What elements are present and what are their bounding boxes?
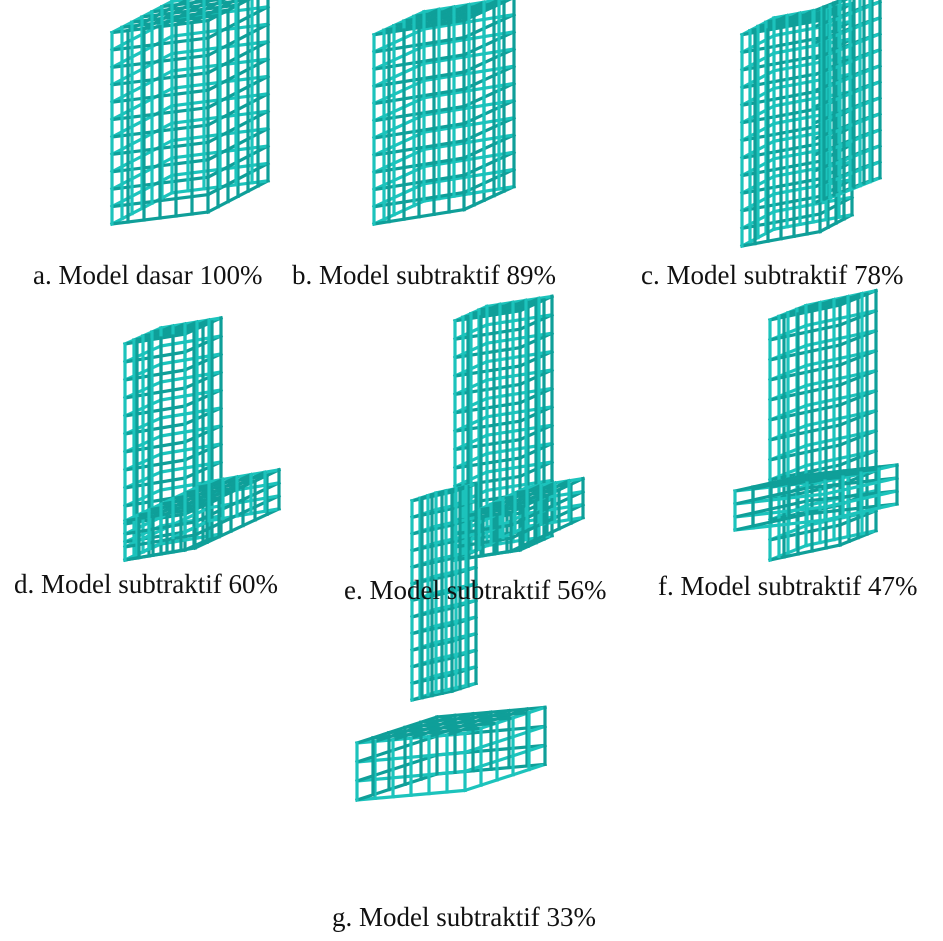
model-f1-beam-x bbox=[781, 300, 823, 320]
model-g2-beam-x bbox=[387, 721, 499, 735]
caption-b: b. Model subtraktif 89% bbox=[292, 260, 556, 290]
model-d1-beam-x bbox=[170, 317, 212, 339]
model-g2-beam-x bbox=[371, 726, 483, 740]
model-b-beam-x bbox=[461, 12, 517, 40]
model-d1-beam-x bbox=[146, 321, 188, 343]
model-b-beam-x bbox=[461, 184, 517, 212]
caption-e: e. Model subtraktif 56% bbox=[344, 575, 607, 605]
model-b-beam-x bbox=[461, 64, 517, 92]
caption-c: c. Model subtraktif 78% bbox=[641, 260, 904, 290]
model-f1-beam-x bbox=[809, 294, 851, 314]
model-b-beam-x bbox=[371, 26, 427, 55]
model-g2-beam-z bbox=[354, 733, 440, 765]
model-c2-beam-x bbox=[831, 0, 849, 6]
model-g2-beam-z bbox=[354, 752, 440, 784]
model-b-beam-x bbox=[371, 164, 427, 192]
model-a-beam-x bbox=[125, 0, 191, 33]
model-b-beam-x bbox=[371, 130, 427, 158]
model-b-beam-x bbox=[461, 132, 517, 161]
model-b-beam-x bbox=[371, 44, 427, 72]
model-b-beam-x bbox=[461, 150, 517, 178]
model-d2-beam-z bbox=[123, 546, 197, 562]
model-e2-beam-x bbox=[494, 478, 572, 517]
model-b-beam-x bbox=[371, 95, 427, 123]
model-d1-beam-x bbox=[158, 319, 200, 341]
model-g2-beam-z bbox=[462, 762, 548, 793]
model-b-beam-x bbox=[461, 46, 517, 75]
caption-a: a. Model dasar 100% bbox=[33, 260, 263, 290]
model-f2-beam-x bbox=[787, 467, 881, 481]
model-f2-beam-x bbox=[805, 489, 899, 503]
model-b-beam-x bbox=[371, 198, 427, 227]
model-b-beam-x bbox=[371, 181, 427, 209]
model-b-beam-x bbox=[461, 29, 517, 57]
model-b-beam-x bbox=[371, 112, 427, 141]
model-b-beam-x bbox=[371, 78, 427, 106]
model-b-beam-x bbox=[431, 0, 487, 28]
model-b-beam-x bbox=[401, 4, 457, 33]
model-f2-beam-x bbox=[733, 518, 827, 532]
model-a-beam-x bbox=[157, 0, 215, 29]
model-f2-beam-x bbox=[769, 471, 863, 485]
model-g2-beam-x bbox=[419, 710, 531, 724]
model-g2-beam-z bbox=[462, 724, 548, 755]
caption-g: g. Model subtraktif 33% bbox=[332, 902, 596, 932]
model-b-beam-x bbox=[446, 0, 502, 25]
model-b-beam-x bbox=[461, 167, 517, 195]
model-f1-beam-x bbox=[823, 291, 865, 311]
model-a-beam-x bbox=[141, 0, 203, 31]
model-b-beam-x bbox=[461, 115, 517, 143]
model-f2-beam-x bbox=[733, 492, 827, 506]
model-b-beam-x bbox=[416, 2, 472, 30]
model-f2-beam-x bbox=[805, 476, 899, 490]
model-a-beam-x bbox=[173, 0, 227, 27]
model-b-beam-x bbox=[371, 147, 427, 175]
model-f2-beam-x bbox=[733, 505, 827, 519]
model-g2-beam-z bbox=[354, 771, 440, 803]
model-e2-beam-x bbox=[480, 480, 558, 519]
model-g2-beam-x bbox=[403, 716, 515, 730]
model-d2-beam-x bbox=[192, 506, 282, 551]
model-f2-beam-x bbox=[751, 475, 845, 489]
caption-d: d. Model subtraktif 60% bbox=[14, 569, 278, 599]
model-a-beam-x bbox=[189, 0, 239, 25]
model-c1-beam-x bbox=[752, 13, 790, 35]
model-e2-beam-x bbox=[466, 483, 544, 521]
model-e1-beam-x bbox=[465, 302, 503, 321]
caption-f: f. Model subtraktif 47% bbox=[658, 571, 918, 601]
model-b-beam-x bbox=[371, 61, 427, 89]
model-b-beam-x bbox=[461, 81, 517, 109]
model-f2-beam-x bbox=[805, 502, 899, 516]
model-g2-beam-z bbox=[462, 743, 548, 774]
model-b-beam-x bbox=[461, 98, 517, 126]
model-f1-beam-x bbox=[795, 297, 837, 317]
model-f1-beam-z bbox=[768, 543, 842, 562]
